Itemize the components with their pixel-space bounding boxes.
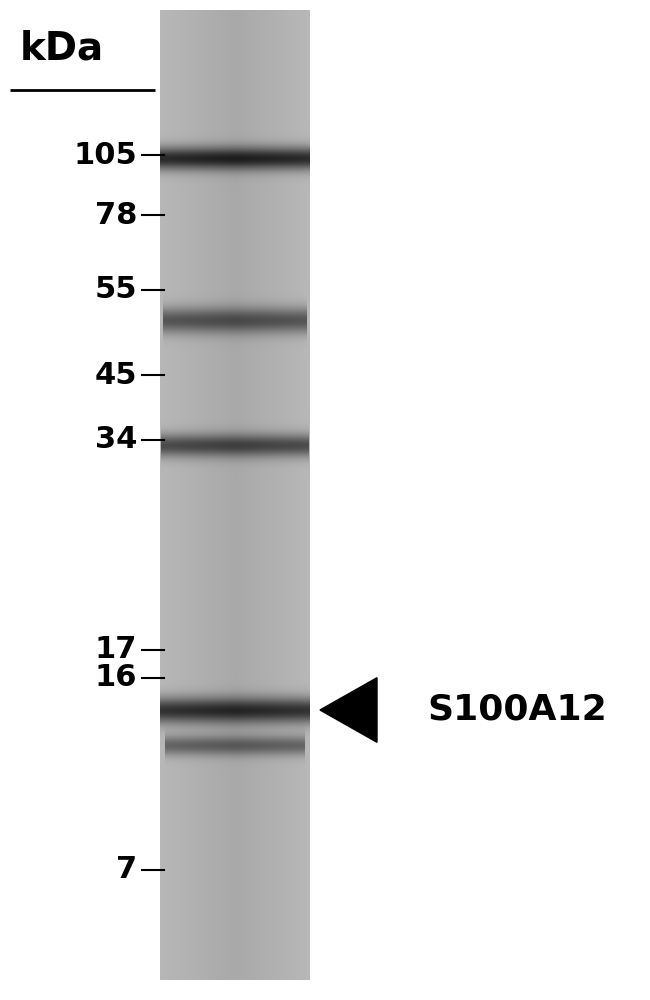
Text: 78: 78 <box>95 200 137 230</box>
Text: 34: 34 <box>95 426 137 454</box>
Text: 17: 17 <box>95 636 137 664</box>
Text: 55: 55 <box>94 275 137 304</box>
Polygon shape <box>320 678 377 742</box>
Text: 45: 45 <box>94 360 137 389</box>
Text: S100A12: S100A12 <box>427 693 606 727</box>
Text: kDa: kDa <box>20 30 104 68</box>
Text: 16: 16 <box>94 664 137 692</box>
Text: 7: 7 <box>116 856 137 884</box>
Text: 105: 105 <box>73 140 137 169</box>
